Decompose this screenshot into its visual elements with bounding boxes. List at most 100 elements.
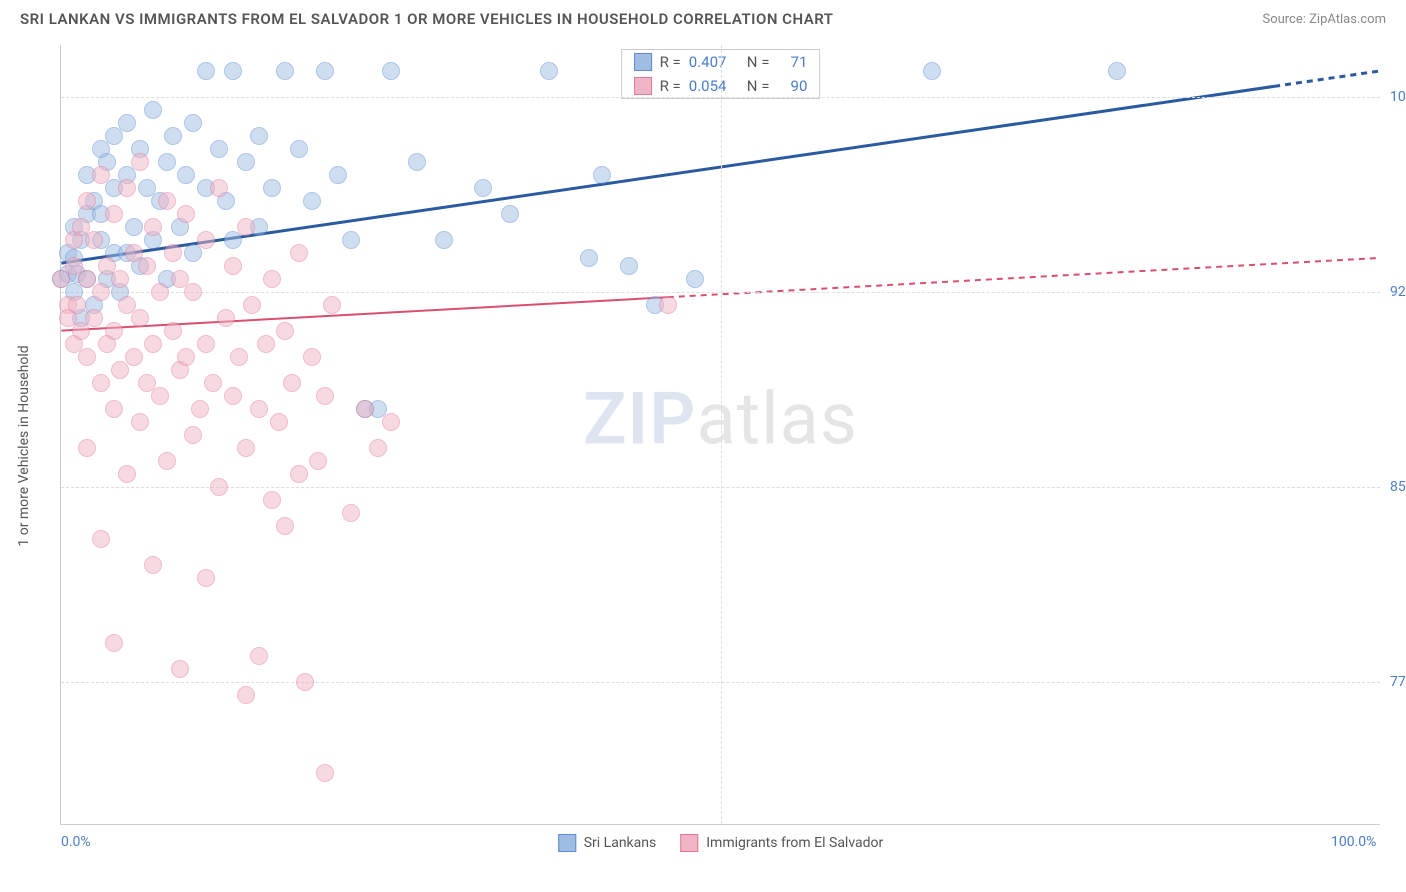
y-tick-label: 77.5% bbox=[1390, 674, 1406, 690]
data-point bbox=[342, 504, 360, 522]
data-point bbox=[237, 686, 255, 704]
data-point bbox=[230, 348, 248, 366]
data-point bbox=[580, 249, 598, 267]
data-point bbox=[210, 179, 228, 197]
data-point bbox=[105, 634, 123, 652]
data-point bbox=[184, 283, 202, 301]
data-point bbox=[369, 439, 387, 457]
y-tick-label: 85.0% bbox=[1390, 479, 1406, 495]
data-point bbox=[78, 439, 96, 457]
data-point bbox=[224, 387, 242, 405]
data-point bbox=[164, 244, 182, 262]
data-point bbox=[118, 114, 136, 132]
data-point bbox=[316, 764, 334, 782]
gridline-v bbox=[721, 45, 722, 824]
data-point bbox=[659, 296, 677, 314]
data-point bbox=[1108, 62, 1126, 80]
data-point bbox=[131, 153, 149, 171]
data-point bbox=[303, 348, 321, 366]
data-point bbox=[144, 556, 162, 574]
legend-label: Immigrants from El Salvador bbox=[706, 835, 883, 851]
data-point bbox=[408, 153, 426, 171]
data-point bbox=[237, 439, 255, 457]
data-point bbox=[276, 322, 294, 340]
data-point bbox=[111, 270, 129, 288]
data-point bbox=[184, 114, 202, 132]
data-point bbox=[316, 387, 334, 405]
data-point bbox=[125, 218, 143, 236]
data-point bbox=[923, 62, 941, 80]
data-point bbox=[105, 400, 123, 418]
data-point bbox=[184, 426, 202, 444]
data-point bbox=[290, 140, 308, 158]
legend-swatch bbox=[634, 53, 652, 71]
data-point bbox=[263, 270, 281, 288]
data-point bbox=[382, 413, 400, 431]
data-point bbox=[290, 244, 308, 262]
data-point bbox=[276, 517, 294, 535]
data-point bbox=[177, 205, 195, 223]
data-point bbox=[263, 179, 281, 197]
scatter-chart: ZIPatlas R = 0.407N = 71R = 0.054N = 90 … bbox=[60, 45, 1380, 825]
data-point bbox=[620, 257, 638, 275]
legend-item: Sri Lankans bbox=[558, 834, 657, 852]
data-point bbox=[197, 231, 215, 249]
data-point bbox=[164, 322, 182, 340]
data-point bbox=[257, 335, 275, 353]
data-point bbox=[151, 283, 169, 301]
data-point bbox=[131, 413, 149, 431]
source-label: Source: ZipAtlas.com bbox=[1262, 12, 1386, 27]
data-point bbox=[85, 309, 103, 327]
data-point bbox=[164, 127, 182, 145]
legend-item: Immigrants from El Salvador bbox=[680, 834, 883, 852]
data-point bbox=[210, 478, 228, 496]
data-point bbox=[263, 491, 281, 509]
data-point bbox=[356, 400, 374, 418]
x-tick-label: 100.0% bbox=[1331, 834, 1376, 850]
data-point bbox=[474, 179, 492, 197]
data-point bbox=[204, 374, 222, 392]
data-point bbox=[276, 62, 294, 80]
data-point bbox=[144, 101, 162, 119]
data-point bbox=[686, 270, 704, 288]
data-point bbox=[237, 218, 255, 236]
data-point bbox=[250, 400, 268, 418]
data-point bbox=[144, 218, 162, 236]
data-point bbox=[85, 231, 103, 249]
x-tick-label: 0.0% bbox=[61, 834, 91, 850]
data-point bbox=[290, 465, 308, 483]
data-point bbox=[118, 465, 136, 483]
data-point bbox=[270, 413, 288, 431]
data-point bbox=[158, 452, 176, 470]
data-point bbox=[105, 322, 123, 340]
data-point bbox=[382, 62, 400, 80]
data-point bbox=[118, 179, 136, 197]
data-point bbox=[250, 647, 268, 665]
data-point bbox=[210, 140, 228, 158]
data-point bbox=[540, 62, 558, 80]
data-point bbox=[68, 296, 86, 314]
data-point bbox=[125, 348, 143, 366]
data-point bbox=[197, 569, 215, 587]
data-point bbox=[197, 62, 215, 80]
data-point bbox=[224, 62, 242, 80]
legend-swatch bbox=[634, 77, 652, 95]
legend-swatch bbox=[680, 834, 698, 852]
y-tick-label: 100.0% bbox=[1390, 89, 1406, 105]
data-point bbox=[138, 257, 156, 275]
data-point bbox=[237, 153, 255, 171]
data-point bbox=[283, 374, 301, 392]
data-point bbox=[243, 296, 261, 314]
series-legend: Sri Lankans Immigrants from El Salvador bbox=[558, 834, 884, 852]
data-point bbox=[191, 400, 209, 418]
legend-label: Sri Lankans bbox=[584, 835, 657, 851]
y-tick-label: 92.5% bbox=[1390, 284, 1406, 300]
data-point bbox=[158, 192, 176, 210]
data-point bbox=[309, 452, 327, 470]
data-point bbox=[329, 166, 347, 184]
data-point bbox=[177, 166, 195, 184]
data-point bbox=[92, 283, 110, 301]
data-point bbox=[217, 309, 235, 327]
y-axis-title: 1 or more Vehicles in Household bbox=[16, 345, 32, 546]
chart-title: SRI LANKAN VS IMMIGRANTS FROM EL SALVADO… bbox=[20, 10, 834, 28]
